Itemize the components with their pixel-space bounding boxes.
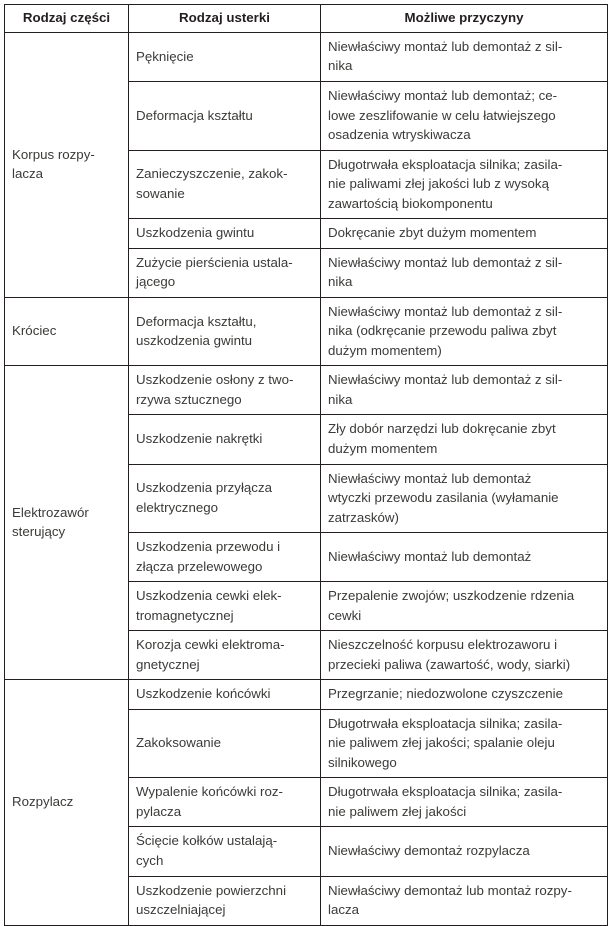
possible-cause-cell: Niewłaściwy demontaż rozpylacza — [320, 826, 608, 877]
table-row: Korozja cewki elektroma-gnetycznej Nieszc… — [5, 630, 608, 681]
table-row: Rozpylacz Uszkodzenie końcówki Przegrzanie… — [4, 679, 608, 926]
fault-type-cell: Deformacja kształtu, uszkodzenia gwintu — [128, 296, 321, 367]
fault-type-cell: Zużycie pierścienia ustala-jącego — [128, 247, 321, 298]
possible-cause-cell: Zły dobór narzędzi lub dokręcanie zbyt du… — [320, 414, 608, 465]
fault-type-cell: Zanieczyszczenie, zakok-sowanie — [128, 149, 321, 220]
table-header-row: Rodzaj części Rodzaj usterki Możliwe prz… — [4, 4, 608, 33]
table-body: Korpus rozpy-lacza Pęknięcie Niewłaściwy m… — [4, 31, 608, 926]
fault-type-cell: Uszkodzenia cewki elek-tromagnetycznej — [128, 581, 321, 632]
table-header: Rodzaj części Rodzaj usterki Możliwe prz… — [4, 4, 608, 33]
possible-cause-cell: Niewłaściwy montaż lub demontaż z sil-ni… — [320, 247, 608, 298]
column-header-part-type: Rodzaj części — [4, 4, 129, 33]
table-row: Uszkodzenia przyłącza elektrycznego Niewła… — [5, 463, 608, 534]
fault-type-cell: Ścięcie kołków ustalają-cych — [128, 826, 321, 877]
part-type-cell: Rozpylacz — [4, 679, 129, 926]
table-row: Zanieczyszczenie, zakok-sowanie Długotrwa… — [5, 149, 608, 220]
possible-cause-cell: Niewłaściwy montaż lub demontaż z sil-ni… — [320, 31, 608, 83]
fault-type-cell: Uszkodzenia przyłącza elektrycznego — [128, 463, 321, 534]
fault-type-cell: Deformacja kształtu — [128, 81, 321, 151]
possible-cause-cell: Długotrwała eksploatacja silnika; zasila… — [320, 149, 608, 220]
fault-type-cell: Uszkodzenie powierzchni uszczelniającej — [128, 875, 321, 926]
table-row: Króciec Deformacja kształtu, uszkodzenia g… — [4, 296, 608, 367]
fault-type-cell: Wypalenie końcówki roz-pylacza — [128, 777, 321, 828]
fault-type-cell: Zakoksowanie — [128, 708, 321, 779]
table-row: Elektrozawór sterujący Uszkodzenie osłony … — [4, 365, 608, 681]
fault-type-cell: Uszkodzenie nakrętki — [128, 414, 321, 465]
possible-cause-cell: Przepalenie zwojów; uszkodzenie rdzenia c… — [320, 581, 608, 632]
possible-cause-cell: Niewłaściwy montaż lub demontaż — [320, 532, 608, 583]
column-header-fault-type: Rodzaj usterki — [128, 4, 321, 33]
fault-type-cell: Uszkodzenie osłony z two-rzywa sztuczneg… — [128, 365, 321, 416]
possible-cause-cell: Nieszczelność korpusu elektrozaworu i prz… — [320, 630, 608, 681]
table-row: Uszkodzenia cewki elek-tromagnetycznej Pr… — [5, 581, 608, 632]
table-row: Zakoksowanie Długotrwała eksploatacja sil… — [5, 708, 608, 779]
table-row: Deformacja kształtu Niewłaściwy montaż lu… — [5, 81, 608, 151]
possible-cause-cell: Niewłaściwy montaż lub demontaż wtyczki p… — [320, 463, 608, 534]
fault-type-cell: Uszkodzenie końcówki — [128, 679, 321, 710]
table-row: Uszkodzenie nakrętki Zły dobór narzędzi l… — [5, 414, 608, 465]
possible-cause-cell: Niewłaściwy montaż lub demontaż z sil-ni… — [320, 365, 608, 416]
document-page: Rodzaj części Rodzaj usterki Możliwe prz… — [4, 4, 608, 926]
fault-type-cell: Pęknięcie — [128, 31, 321, 83]
column-header-possible-causes: Możliwe przyczyny — [320, 4, 608, 33]
possible-cause-cell: Niewłaściwy montaż lub demontaż; ce-lowe… — [320, 81, 608, 151]
possible-cause-cell: Długotrwała eksploatacja silnika; zasila… — [320, 777, 608, 828]
part-type-cell: Korpus rozpy-lacza — [4, 31, 129, 298]
part-type-cell: Elektrozawór sterujący — [4, 365, 129, 681]
fault-type-cell: Uszkodzenia gwintu — [128, 218, 321, 249]
possible-cause-cell: Długotrwała eksploatacja silnika; zasila… — [320, 708, 608, 779]
possible-cause-cell: Niewłaściwy montaż lub demontaż z sil-ni… — [320, 296, 608, 367]
fault-causes-table: Rodzaj części Rodzaj usterki Możliwe prz… — [4, 4, 608, 926]
table-row: Uszkodzenia gwintu Dokręcanie zbyt dużym … — [5, 218, 608, 249]
possible-cause-cell: Dokręcanie zbyt dużym momentem — [320, 218, 608, 249]
fault-type-cell: Uszkodzenia przewodu i złącza przelewoweg… — [128, 532, 321, 583]
part-type-cell: Króciec — [4, 296, 129, 367]
table-row: Zużycie pierścienia ustala-jącego Niewłaś… — [5, 247, 608, 298]
table-row: Korpus rozpy-lacza Pęknięcie Niewłaściwy m… — [4, 31, 608, 298]
possible-cause-cell: Przegrzanie; niedozwolone czyszczenie — [320, 679, 608, 710]
fault-type-cell: Korozja cewki elektroma-gnetycznej — [128, 630, 321, 681]
table-row: Uszkodzenia przewodu i złącza przelewoweg… — [5, 532, 608, 583]
possible-cause-cell: Niewłaściwy demontaż lub montaż rozpy-la… — [320, 875, 608, 926]
